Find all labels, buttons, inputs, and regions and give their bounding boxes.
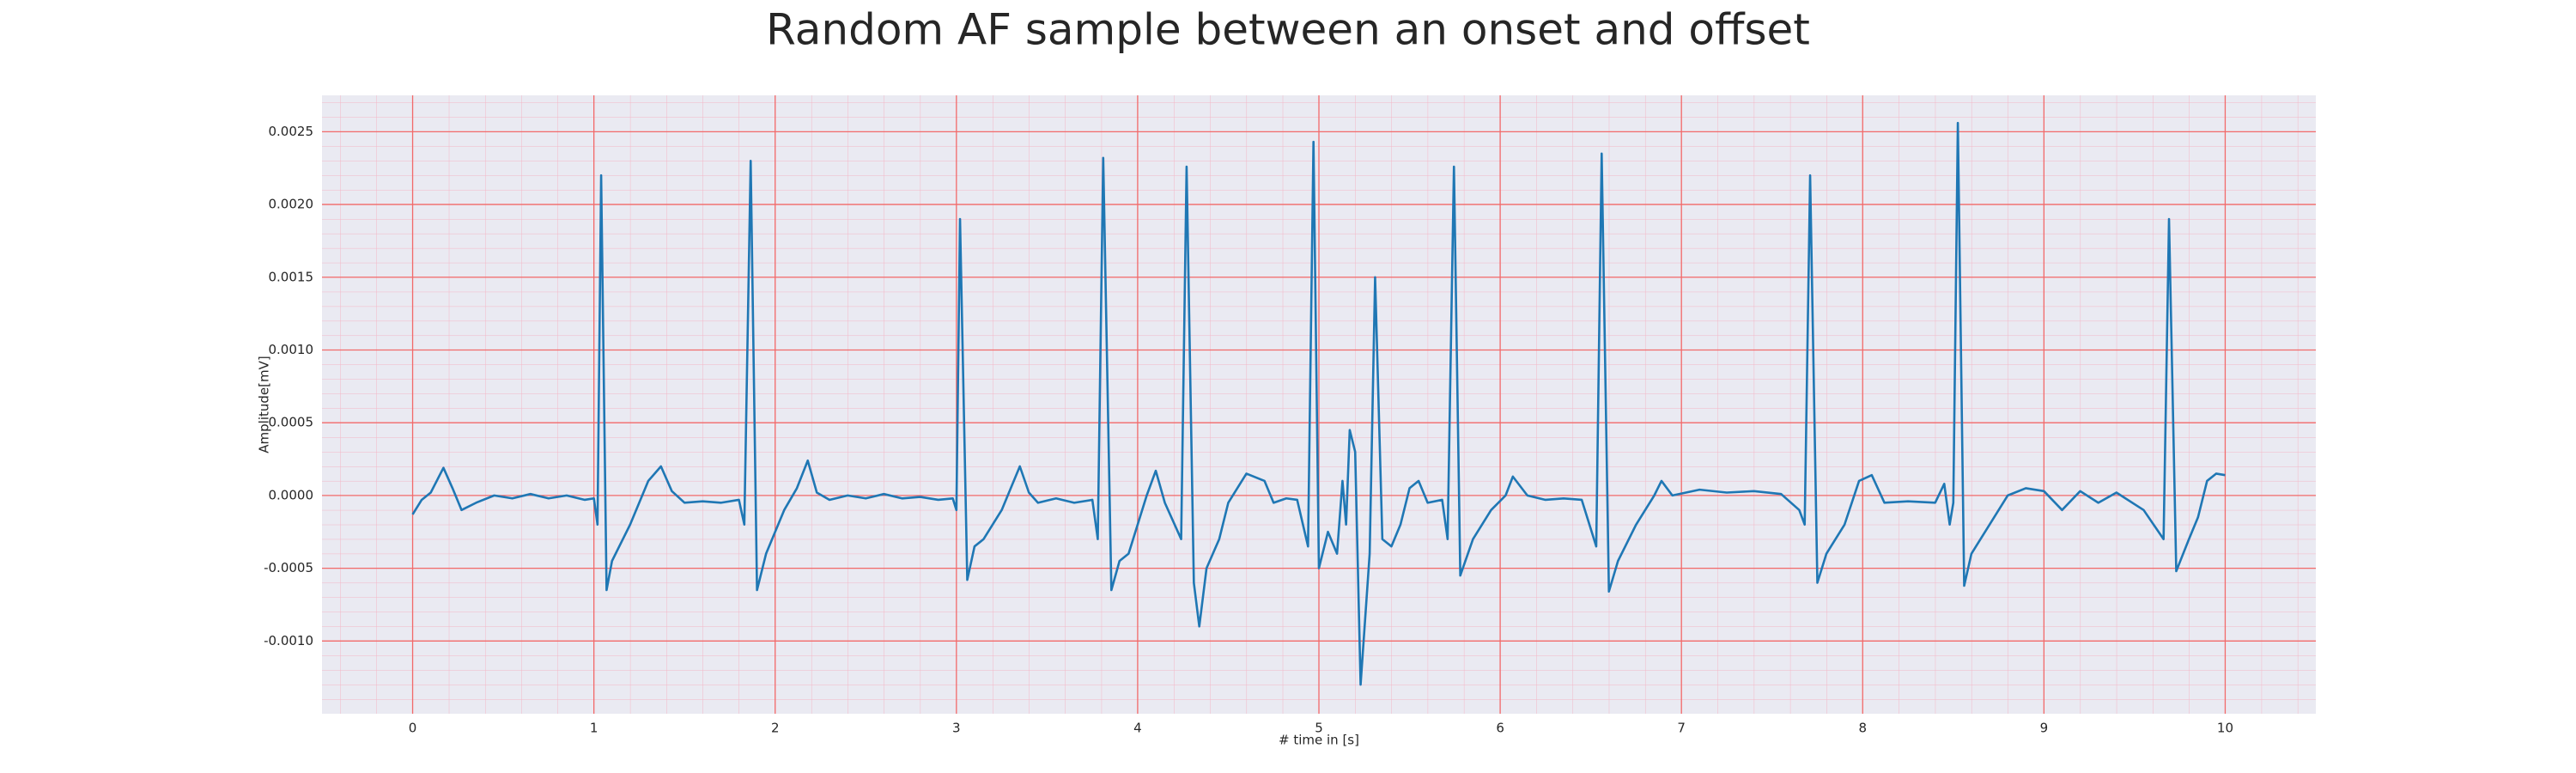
x-tick-label: 9 — [2040, 721, 2049, 736]
y-tick-label: 0.0015 — [269, 269, 314, 284]
x-tick-label: 0 — [409, 721, 417, 736]
y-tick-label: 0.0010 — [269, 342, 314, 357]
x-axis-label: # time in [s] — [1279, 733, 1359, 748]
y-tick-label: 0.0005 — [269, 415, 314, 430]
x-tick-label: 4 — [1133, 721, 1142, 736]
x-tick-label: 6 — [1496, 721, 1504, 736]
chart-title: Random AF sample between an onset and of… — [766, 5, 1810, 55]
y-tick-label: -0.0005 — [264, 560, 313, 575]
y-tick-label: 0.0025 — [269, 124, 314, 139]
x-tick-label: 2 — [771, 721, 780, 736]
x-tick-label: 3 — [952, 721, 961, 736]
signal-line — [411, 121, 2226, 686]
y-axis-label: Amplitude[mV] — [257, 356, 272, 453]
x-tick-label: 8 — [1858, 721, 1867, 736]
x-tick-label: 10 — [2217, 721, 2233, 736]
x-tick-label: 7 — [1677, 721, 1686, 736]
x-tick-label: 5 — [1315, 721, 1323, 736]
y-tick-label: -0.0010 — [264, 633, 313, 648]
y-tick-label: 0.0020 — [269, 197, 314, 212]
y-tick-label: 0.0000 — [269, 487, 314, 502]
x-tick-label: 1 — [590, 721, 598, 736]
